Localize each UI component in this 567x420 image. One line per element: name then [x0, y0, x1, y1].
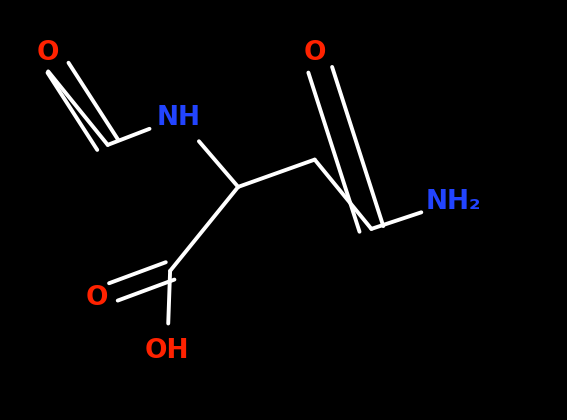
- Text: O: O: [85, 285, 108, 311]
- Text: O: O: [303, 39, 326, 66]
- Text: O: O: [37, 39, 60, 66]
- Text: OH: OH: [145, 338, 189, 364]
- Text: NH: NH: [156, 105, 201, 131]
- Text: NH₂: NH₂: [426, 189, 481, 215]
